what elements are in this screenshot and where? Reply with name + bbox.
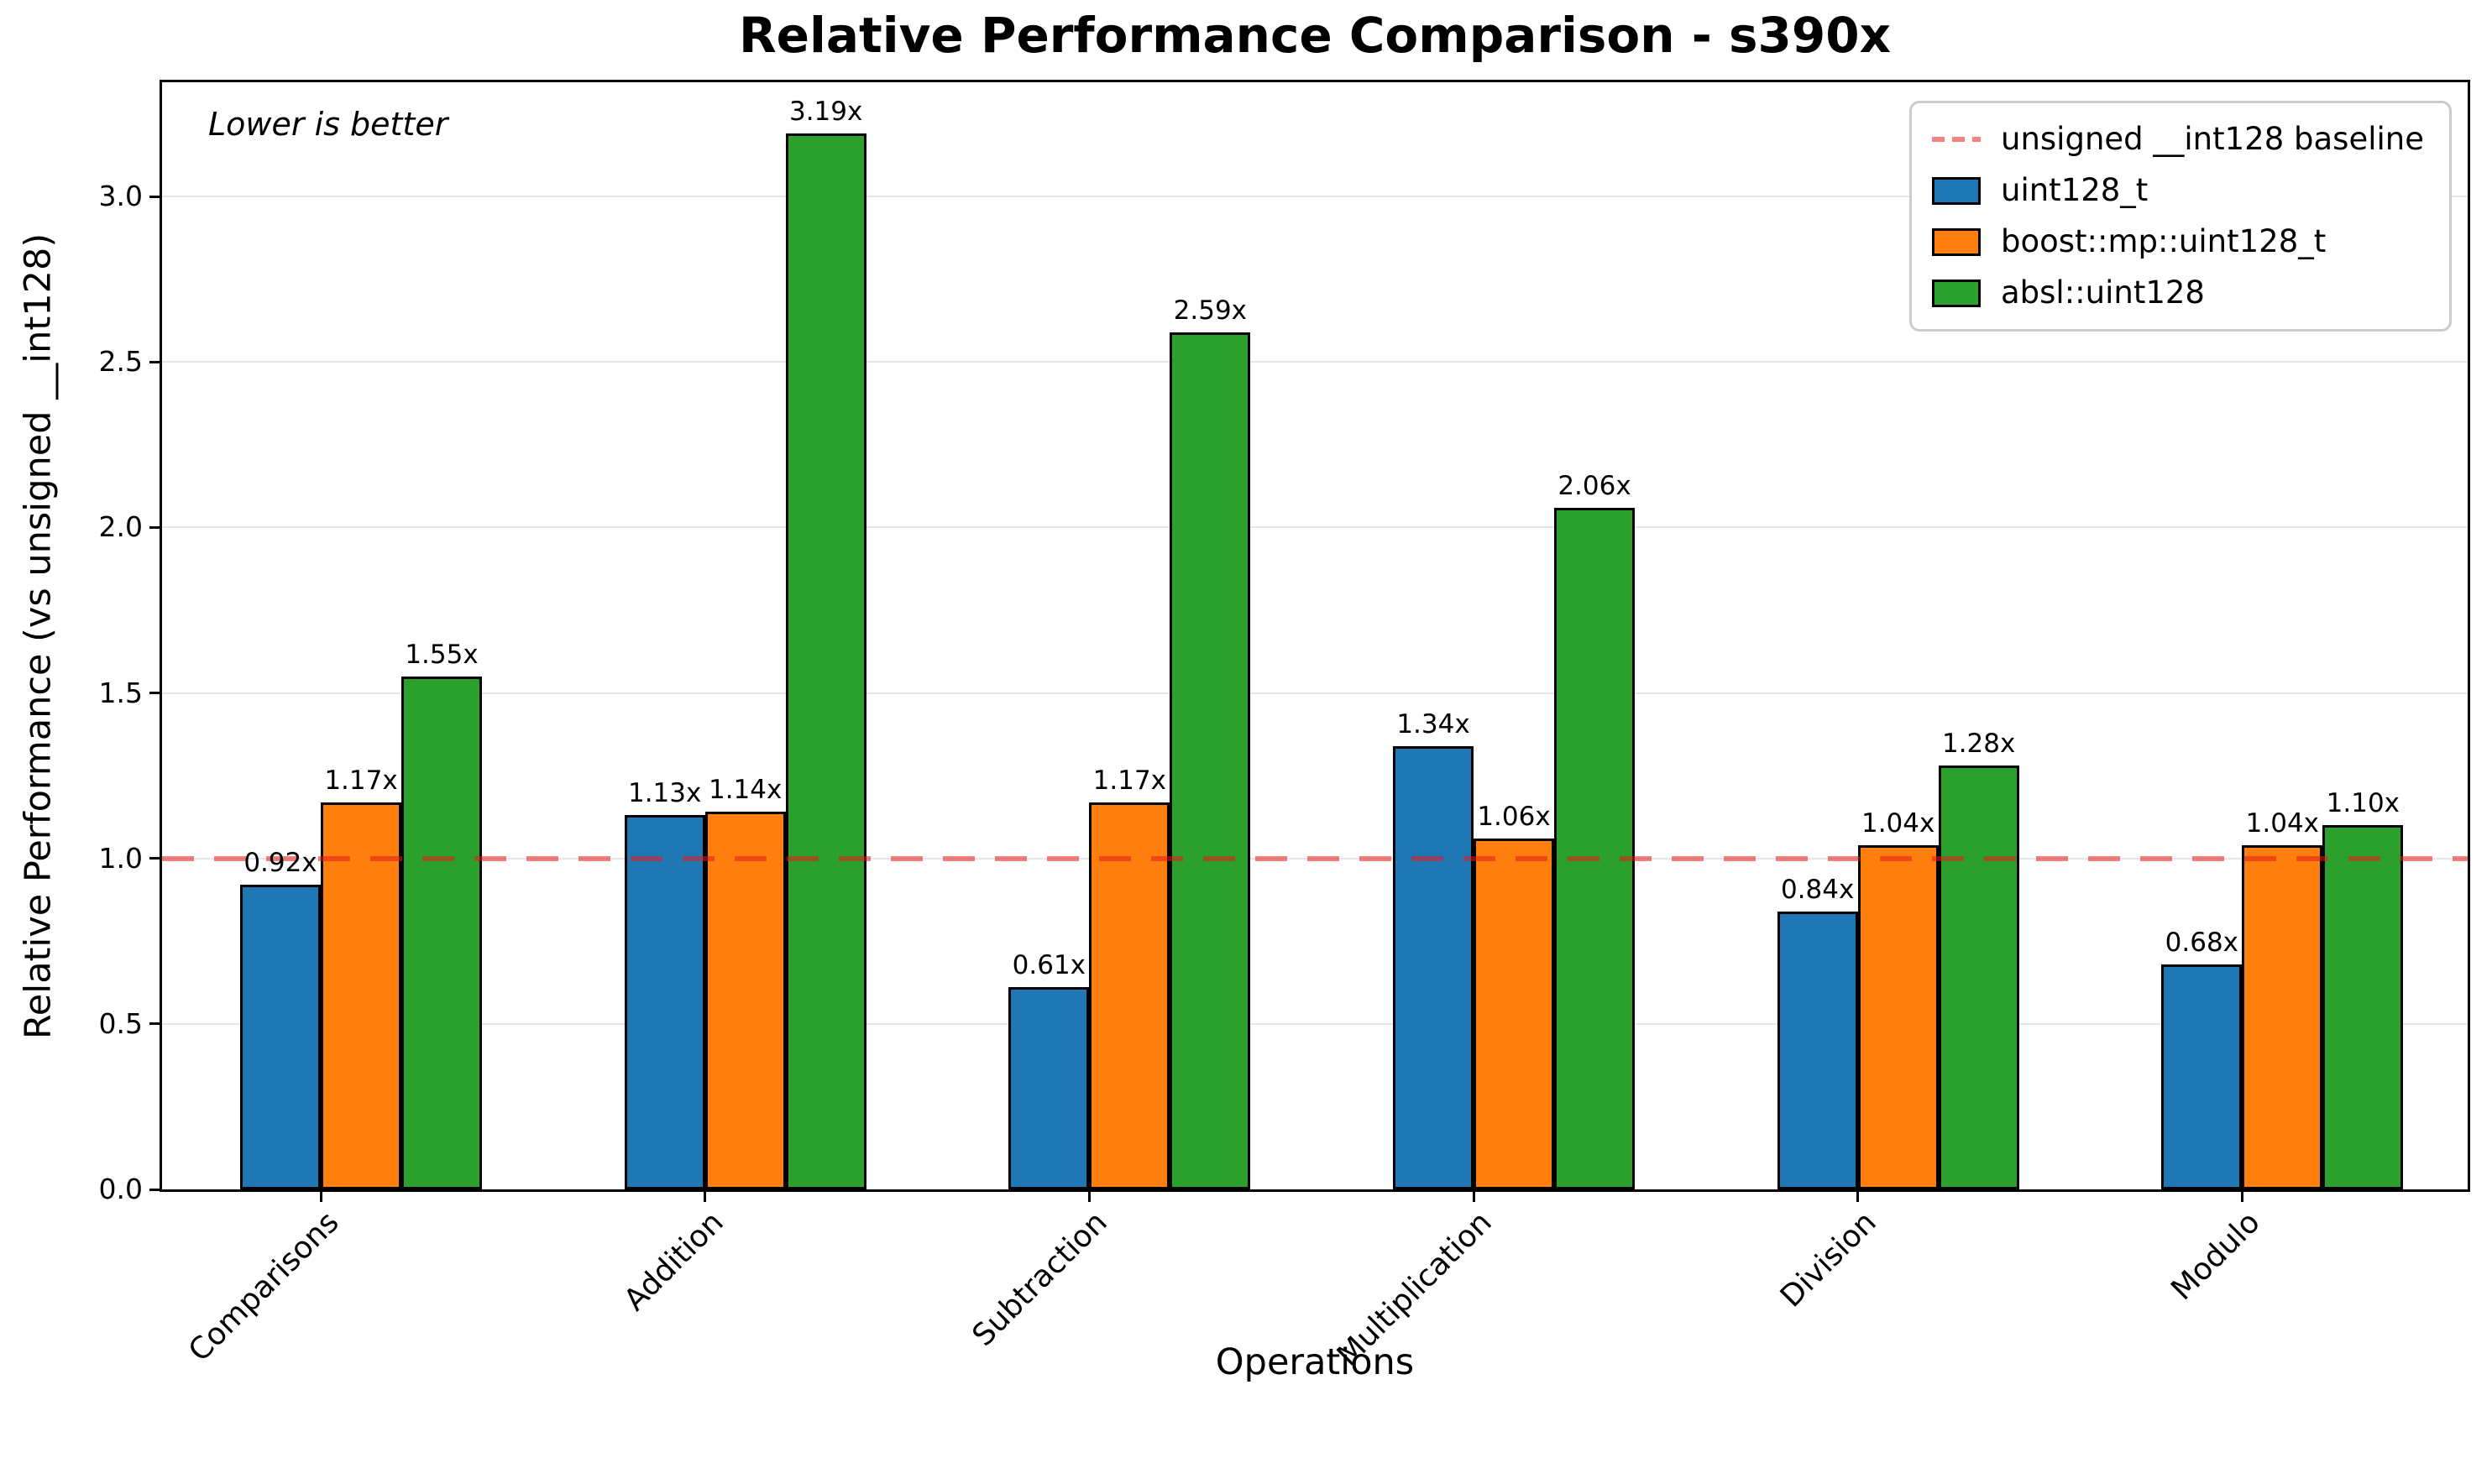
bar-value-label: 1.10x (2326, 788, 2400, 819)
x-tick-mark (1472, 1192, 1475, 1202)
plot-area: Lower is better unsigned __int128 baseli… (99, 80, 2470, 1373)
bar-value-label: 1.04x (2245, 807, 2320, 839)
legend-label: unsigned __int128 baseline (2001, 121, 2424, 157)
bar-value-label: 0.92x (243, 848, 317, 879)
y-tick-mark (149, 692, 160, 695)
legend-label: uint128_t (2001, 172, 2149, 208)
bar-boost-mp-uint128-t-addition (704, 812, 786, 1189)
y-tick-label: 2.5 (98, 345, 143, 379)
bar-uint128-t-modulo (2161, 964, 2243, 1189)
bar-uint128-t-subtraction (1008, 987, 1090, 1189)
legend-row: unsigned __int128 baseline (1932, 120, 2424, 159)
legend-swatch (1932, 279, 1981, 307)
legend-row: absl::uint128 (1932, 274, 2424, 312)
bar-absl-uint128-addition (785, 133, 866, 1189)
bar-absl-uint128-multiplication (1554, 507, 1635, 1189)
bar-boost-mp-uint128-t-modulo (2242, 844, 2323, 1189)
y-tick-label: 3.0 (98, 180, 143, 213)
y-tick-label: 0.0 (98, 1173, 143, 1205)
y-tick-label: 0.5 (98, 1006, 143, 1040)
gridline-y-1.5 (162, 692, 2468, 694)
baseline-dash-icon (1932, 137, 1981, 142)
bar-boost-mp-uint128-t-comparisons (321, 802, 401, 1189)
legend-label: absl::uint128 (2001, 274, 2205, 311)
chart-title: Relative Performance Comparison - s390x (739, 7, 1891, 64)
y-tick-label: 1.0 (98, 841, 143, 875)
y-tick-mark (149, 195, 160, 198)
x-tick-mark (2240, 1192, 2243, 1202)
x-tick-mark (704, 1192, 707, 1202)
bar-boost-mp-uint128-t-multiplication (1474, 839, 1554, 1189)
legend-label: boost::mp::uint128_t (2001, 223, 2327, 259)
y-tick-mark (149, 525, 160, 529)
bar-value-label: 3.19x (788, 97, 863, 128)
bar-value-label: 0.68x (2165, 927, 2239, 958)
bar-uint128-t-addition (624, 815, 705, 1189)
bar-value-label: 2.06x (1558, 470, 1631, 501)
gridline-y-2.5 (162, 361, 2468, 363)
x-tick-mark (319, 1192, 322, 1202)
bar-value-label: 1.28x (1941, 729, 2016, 760)
x-axis-label: Operations (1215, 1341, 1415, 1383)
bar-uint128-t-multiplication (1393, 745, 1474, 1189)
bar-boost-mp-uint128-t-division (1857, 844, 1939, 1189)
bar-absl-uint128-subtraction (1170, 332, 1251, 1189)
bar-value-label: 1.06x (1477, 802, 1551, 833)
gridline-y-0.5 (162, 1022, 2468, 1025)
bar-value-label: 0.84x (1780, 874, 1855, 905)
bar-value-label: 1.04x (1861, 807, 1935, 839)
legend-row: boost::mp::uint128_t (1932, 222, 2424, 261)
bar-boost-mp-uint128-t-subtraction (1089, 802, 1170, 1189)
bar-uint128-t-comparisons (240, 885, 321, 1189)
y-tick-mark (149, 360, 160, 363)
legend-swatch (1932, 176, 1981, 205)
bar-uint128-t-division (1777, 911, 1858, 1189)
bar-value-label: 1.13x (627, 778, 702, 809)
legend-swatch (1932, 227, 1981, 256)
bar-absl-uint128-comparisons (401, 676, 482, 1189)
bar-value-label: 0.61x (1012, 950, 1086, 981)
y-tick-label: 2.0 (98, 510, 143, 544)
bar-value-label: 1.17x (324, 765, 398, 796)
y-tick-mark (149, 1022, 160, 1026)
bar-value-label: 1.55x (405, 639, 479, 670)
bar-absl-uint128-division (1938, 766, 2019, 1189)
bar-value-label: 1.17x (1092, 765, 1167, 796)
bar-value-label: 1.34x (1396, 708, 1470, 739)
x-tick-mark (1856, 1192, 1860, 1202)
y-tick-mark (149, 857, 160, 860)
x-tick-mark (1087, 1192, 1091, 1202)
y-axis-label: Relative Performance (vs unsigned __int1… (17, 233, 60, 1040)
baseline-line (162, 855, 2468, 861)
gridline-y-2 (162, 526, 2468, 529)
legend-row: uint128_t (1932, 171, 2424, 210)
lower-is-better-annotation: Lower is better (208, 106, 448, 143)
bar-absl-uint128-modulo (2322, 825, 2404, 1189)
gridline-y-3 (162, 196, 2468, 198)
bar-value-label: 1.14x (708, 775, 783, 806)
y-tick-mark (149, 1188, 160, 1191)
bar-value-label: 2.59x (1173, 295, 1248, 326)
y-tick-label: 1.5 (98, 676, 143, 709)
